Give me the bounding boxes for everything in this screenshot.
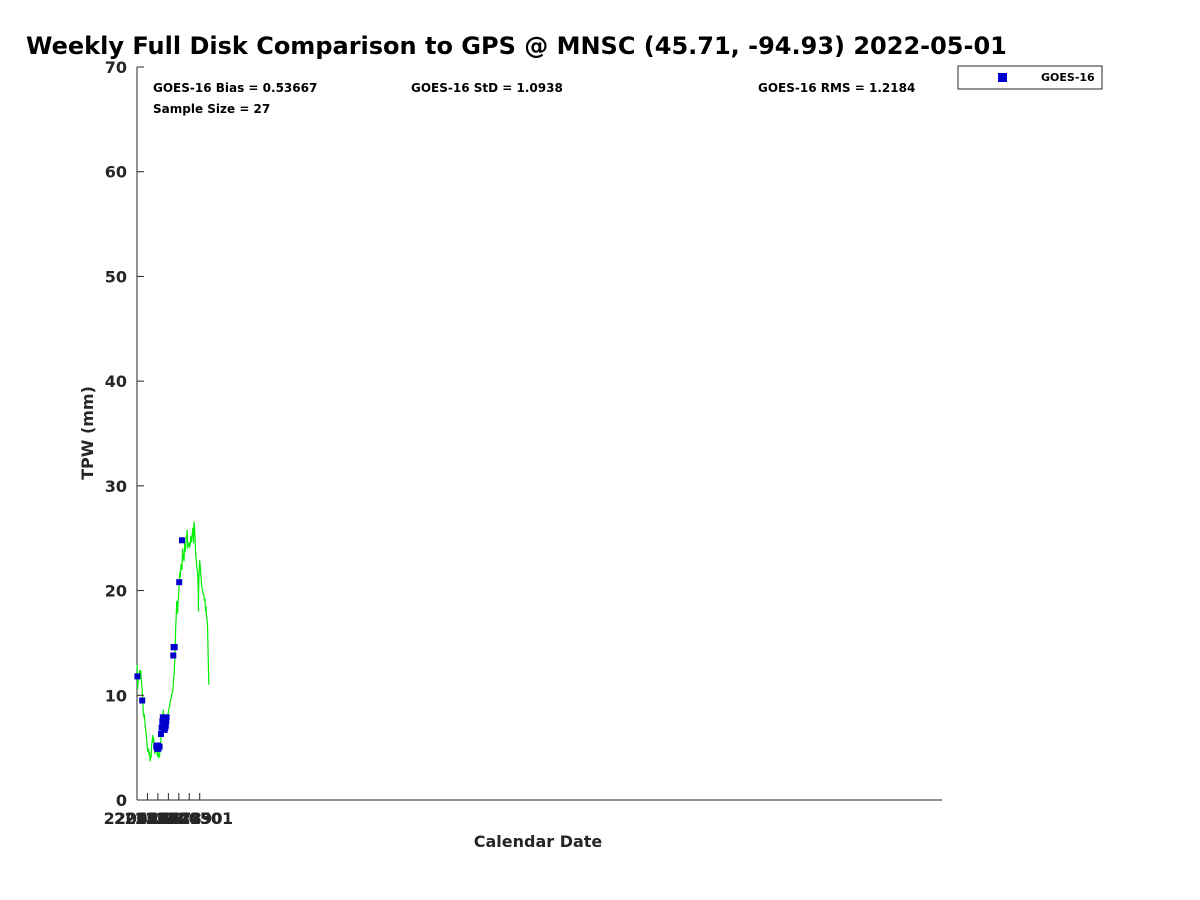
goes16-point — [134, 673, 141, 680]
y-tick-label: 50 — [105, 267, 127, 286]
y-tick-label: 60 — [105, 163, 127, 182]
y-tick-label: 0 — [116, 791, 127, 810]
y-tick-label: 20 — [105, 582, 127, 601]
legend-label-goes16: GOES-16 — [1041, 71, 1095, 84]
rms-stat: GOES-16 RMS = 1.2184 — [758, 81, 915, 95]
legend-box — [957, 65, 1103, 90]
bias-stat: GOES-16 Bias = 0.53667 — [153, 81, 317, 95]
goes16-point — [170, 652, 177, 659]
goes16-point — [139, 697, 146, 704]
goes16-point — [163, 714, 170, 721]
std-stat: GOES-16 StD = 1.0938 — [411, 81, 563, 95]
y-axis-label: TPW (mm) — [78, 386, 97, 480]
x-tick-label: 220428 — [135, 809, 202, 828]
x-tick-label: 220427 — [125, 809, 192, 828]
x-tick-label: 220501 — [166, 809, 233, 828]
goes16-point — [158, 731, 164, 737]
goes16-point — [163, 718, 170, 725]
plot-area — [134, 67, 942, 801]
y-tick-label: 10 — [105, 686, 127, 705]
sample-size-stat: Sample Size = 27 — [153, 102, 270, 116]
goes16-point — [162, 722, 169, 729]
x-tick-label: 220426 — [114, 809, 181, 828]
chart-title: Weekly Full Disk Comparison to GPS @ MNS… — [26, 32, 1007, 60]
y-tick-label: 70 — [105, 58, 127, 77]
goes16-point — [156, 743, 163, 750]
x-axis-ticks: 2204252204262204272204282204292204302205… — [104, 793, 233, 828]
y-axis-ticks: 0 10 20 30 40 50 60 70 — [105, 58, 144, 810]
x-tick-label: 220429 — [145, 809, 212, 828]
goes16-point — [176, 579, 183, 586]
y-tick-label: 30 — [105, 477, 127, 496]
goes16-point — [171, 644, 178, 651]
goes16-point — [159, 718, 166, 725]
y-tick-label: 40 — [105, 372, 127, 391]
x-tick-label: 220430 — [156, 809, 223, 828]
goes16-point — [179, 537, 185, 544]
gps-line — [136, 521, 210, 762]
legend: GOES-16 — [957, 65, 1103, 90]
gps-series — [136, 521, 210, 762]
goes16-point — [159, 714, 166, 721]
goes16-series — [134, 537, 185, 752]
x-axis-label: Calendar Date — [474, 832, 603, 851]
x-tick-label: 220425 — [104, 809, 171, 828]
legend-marker-goes16 — [998, 73, 1007, 82]
